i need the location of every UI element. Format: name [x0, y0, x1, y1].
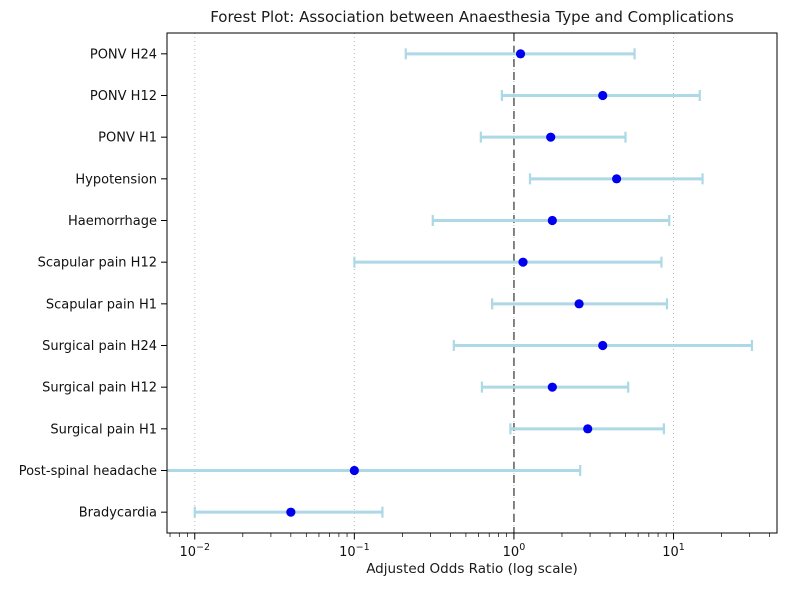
y-tick-label-surgical-pain-h12: Surgical pain H12 [42, 381, 157, 396]
x-axis-label: Adjusted Odds Ratio (log scale) [366, 561, 578, 577]
forest-row-ponv-h1 [479, 131, 627, 143]
forest-row-bradycardia [193, 506, 384, 518]
x-axis-ticks: 10−2 10−1 100 101 [179, 533, 685, 560]
x-tick-label: 10−1 [339, 542, 370, 560]
forest-row-surgical-pain-h24 [452, 340, 754, 351]
forest-row-post-spinal-headache [167, 465, 582, 476]
forest-row-ponv-h24 [404, 48, 636, 60]
y-tick-label-haemorrhage: Haemorrhage [68, 214, 157, 229]
plot-frame [166, 32, 778, 534]
y-tick-label-surgical-pain-h24: Surgical pain H24 [42, 339, 157, 354]
chart-title: Forest Plot: Association between Anaesth… [210, 8, 734, 26]
y-tick-label-bradycardia: Bradycardia [79, 506, 157, 521]
y-tick-label-ponv-h24: PONV H24 [90, 47, 157, 62]
x-gridlines [194, 33, 675, 533]
y-tick-label-ponv-h12: PONV H12 [90, 89, 157, 104]
or-marker [349, 465, 359, 476]
or-marker [583, 424, 593, 434]
y-axis: PONV H24 PONV H12 PONV H1 Hypotension Haemor… [19, 47, 167, 521]
or-marker [515, 49, 526, 59]
y-tick-label-surgical-pain-h1: Surgical pain H1 [50, 422, 157, 437]
or-marker [598, 340, 608, 351]
forest-row-scapular-pain-h12 [353, 256, 663, 268]
x-tick-label: 101 [662, 542, 685, 560]
y-tick-label-hypotension: Hypotension [75, 172, 157, 187]
or-marker [574, 299, 584, 309]
or-marker [286, 507, 296, 517]
y-tick-label-post-spinal-headache: Post-spinal headache [19, 464, 157, 479]
y-tick-label-scapular-pain-h12: Scapular pain H12 [38, 256, 157, 271]
forest-row-ponv-h12 [500, 90, 701, 101]
x-tick-label: 100 [503, 542, 526, 560]
or-marker [546, 132, 556, 142]
forest-row-scapular-pain-h1 [491, 298, 669, 310]
or-marker [612, 174, 622, 184]
or-marker [598, 90, 608, 101]
or-marker [518, 257, 528, 267]
forest-row-surgical-pain-h1 [509, 423, 665, 435]
x-tick-label: 10−2 [179, 542, 210, 560]
x-axis-minor-ticks [169, 533, 770, 537]
forest-row-hypotension [528, 173, 704, 185]
forest-row-haemorrhage [431, 215, 671, 226]
y-tick-label-scapular-pain-h1: Scapular pain H1 [46, 297, 157, 312]
or-marker [547, 215, 557, 226]
or-marker [547, 382, 557, 392]
forest-row-surgical-pain-h12 [480, 381, 630, 393]
y-tick-label-ponv-h1: PONV H1 [98, 131, 157, 146]
